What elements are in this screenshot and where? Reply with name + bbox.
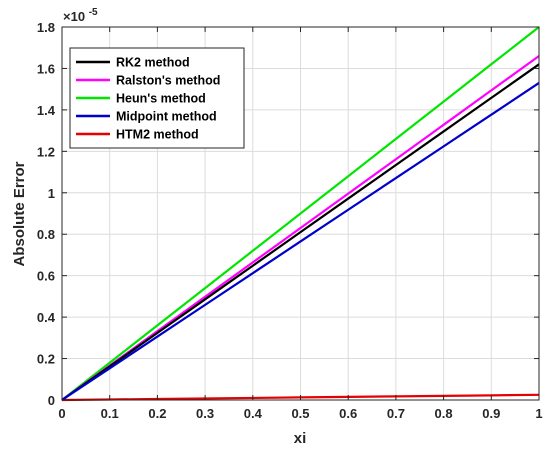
legend-label-heun-s-method: Heun's method [116, 92, 206, 106]
x-axis-ticks: 0 0.1 0.2 0.3 0.4 0.5 0.6 0.7 0.8 0.9 1 [58, 27, 543, 421]
y-tick-label: 0.6 [37, 269, 55, 284]
legend-label-midpoint-method: Midpoint method [116, 110, 217, 124]
legend-label-htm2-method: HTM2 method [116, 128, 199, 142]
x-tick-label: 0.8 [435, 406, 453, 421]
y-axis-ticks: 0 0.2 0.4 0.6 0.8 1 1.2 1.4 1.6 1.8 [37, 20, 539, 408]
x-tick-label: 0.5 [291, 406, 309, 421]
y-tick-label: 1.8 [37, 20, 55, 35]
x-tick-label: 0.6 [339, 406, 357, 421]
y-tick-label: 1 [48, 186, 55, 201]
y-multiplier-base: ×10 [63, 9, 85, 24]
x-tick-label: 0.2 [148, 406, 166, 421]
x-tick-label: 0.9 [482, 406, 500, 421]
x-axis-label: xi [294, 430, 307, 447]
x-tick-label: 0.3 [196, 406, 214, 421]
x-tick-label: 0.1 [101, 406, 119, 421]
y-tick-label: 1.4 [37, 103, 56, 118]
x-tick-label: 0 [58, 406, 65, 421]
y-tick-label: 0.2 [37, 352, 55, 367]
y-axis-label: Absolute Error [11, 161, 28, 266]
series-line-ralston-s-method [61, 55, 540, 401]
y-tick-label: 0.4 [37, 310, 56, 325]
y-tick-label: 1.6 [37, 61, 55, 76]
y-tick-label: 0.8 [37, 227, 55, 242]
x-tick-label: 0.7 [387, 406, 405, 421]
series-line-rk2-method [61, 63, 540, 401]
x-tick-label: 0.4 [244, 406, 263, 421]
series-line-heun-s-method [61, 26, 540, 401]
y-tick-label: 1.2 [37, 144, 55, 159]
series-line-midpoint-method [61, 82, 540, 401]
x-tick-label: 1 [535, 406, 542, 421]
y-multiplier-exponent: -5 [89, 7, 98, 18]
legend: RK2 method Ralston's method Heun's method M… [69, 47, 245, 149]
y-tick-label: 0 [48, 393, 55, 408]
y-multiplier: ×10 -5 [63, 7, 98, 24]
legend-label-rk2-method: RK2 method [116, 56, 190, 70]
legend-label-ralston-s-method: Ralston's method [116, 74, 220, 88]
